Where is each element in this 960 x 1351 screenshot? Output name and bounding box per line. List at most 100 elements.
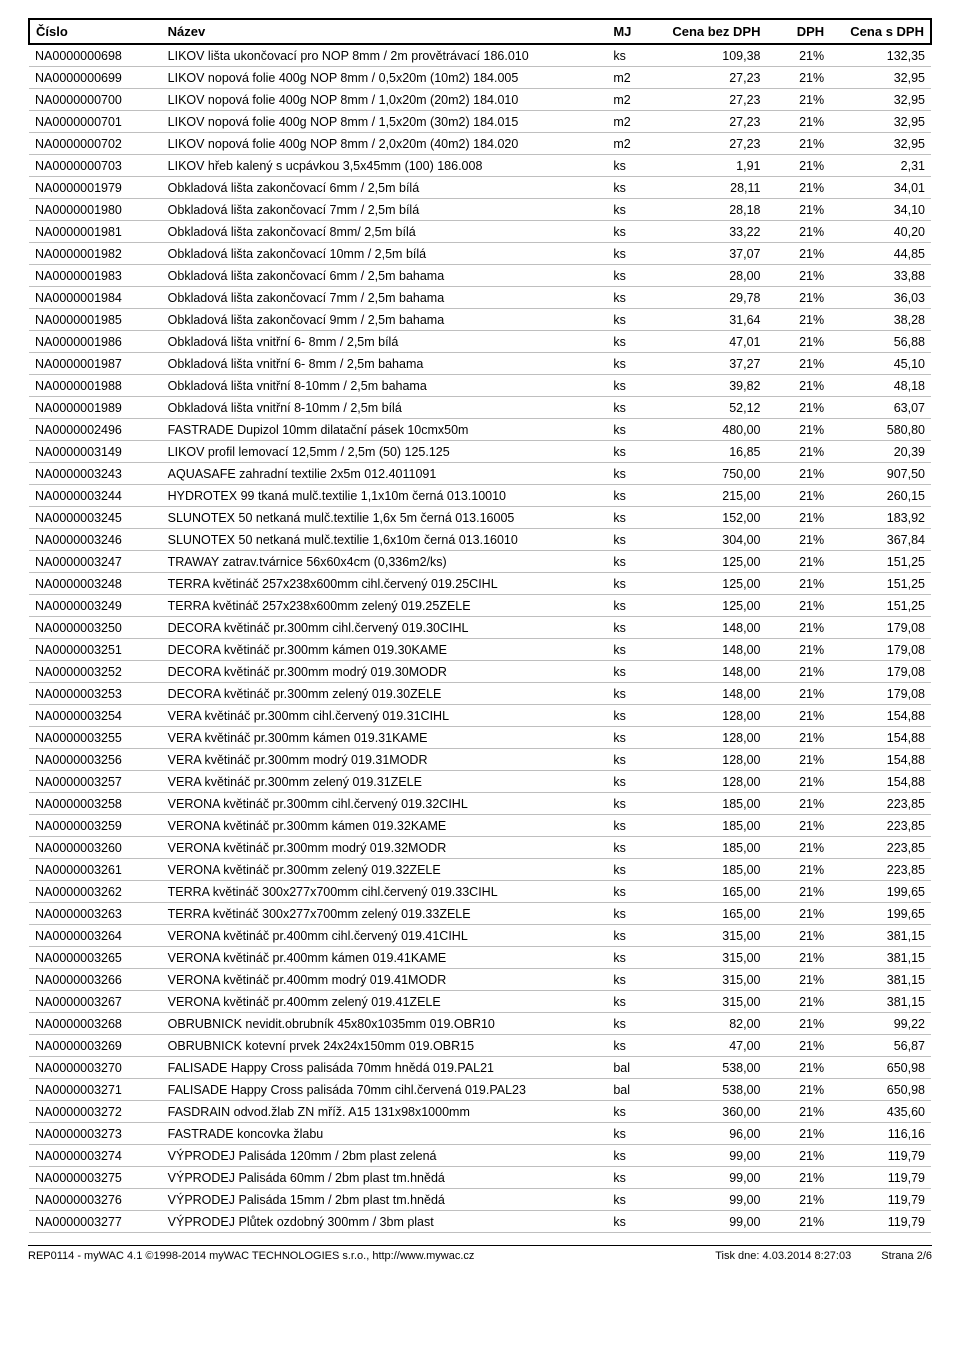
cell-sdph: 381,15 — [830, 947, 931, 969]
cell-cislo: NA0000000703 — [29, 155, 162, 177]
cell-nazev: SLUNOTEX 50 netkaná mulč.textilie 1,6x10… — [162, 529, 608, 551]
cell-dph: 21% — [766, 89, 830, 111]
cell-mj: ks — [607, 969, 649, 991]
cell-cislo: NA0000003246 — [29, 529, 162, 551]
table-row: NA0000000703LIKOV hřeb kalený s ucpávkou… — [29, 155, 931, 177]
cell-nazev: VERA květináč pr.300mm cihl.červený 019.… — [162, 705, 608, 727]
cell-cislo: NA0000003252 — [29, 661, 162, 683]
cell-mj: ks — [607, 595, 649, 617]
cell-bez: 109,38 — [650, 44, 767, 67]
cell-bez: 28,00 — [650, 265, 767, 287]
cell-dph: 21% — [766, 243, 830, 265]
cell-bez: 165,00 — [650, 903, 767, 925]
cell-mj: ks — [607, 705, 649, 727]
cell-cislo: NA0000003250 — [29, 617, 162, 639]
cell-mj: ks — [607, 1145, 649, 1167]
table-row: NA0000003245SLUNOTEX 50 netkaná mulč.tex… — [29, 507, 931, 529]
cell-nazev: VERONA květináč pr.300mm modrý 019.32MOD… — [162, 837, 608, 859]
cell-dph: 21% — [766, 199, 830, 221]
cell-bez: 480,00 — [650, 419, 767, 441]
table-row: NA0000003252DECORA květináč pr.300mm mod… — [29, 661, 931, 683]
table-row: NA0000002496FASTRADE Dupizol 10mm dilata… — [29, 419, 931, 441]
cell-cislo: NA0000001980 — [29, 199, 162, 221]
cell-sdph: 223,85 — [830, 815, 931, 837]
cell-nazev: TERRA květináč 300x277x700mm cihl.červen… — [162, 881, 608, 903]
cell-bez: 128,00 — [650, 727, 767, 749]
table-row: NA0000003251DECORA květináč pr.300mm kám… — [29, 639, 931, 661]
cell-dph: 21% — [766, 441, 830, 463]
table-row: NA0000003276VÝPRODEJ Palisáda 15mm / 2bm… — [29, 1189, 931, 1211]
cell-mj: ks — [607, 331, 649, 353]
cell-mj: ks — [607, 1035, 649, 1057]
cell-nazev: FASDRAIN odvod.žlab ZN mříž. A15 131x98x… — [162, 1101, 608, 1123]
cell-nazev: Obkladová lišta zakončovací 7mm / 2,5m b… — [162, 199, 608, 221]
cell-bez: 128,00 — [650, 705, 767, 727]
cell-dph: 21% — [766, 111, 830, 133]
cell-nazev: SLUNOTEX 50 netkaná mulč.textilie 1,6x 5… — [162, 507, 608, 529]
cell-nazev: Obkladová lišta vnitřní 8-10mm / 2,5m ba… — [162, 375, 608, 397]
cell-sdph: 179,08 — [830, 683, 931, 705]
cell-nazev: Obkladová lišta zakončovací 10mm / 2,5m … — [162, 243, 608, 265]
cell-nazev: VERA květináč pr.300mm kámen 019.31KAME — [162, 727, 608, 749]
cell-dph: 21% — [766, 507, 830, 529]
table-row: NA0000003275VÝPRODEJ Palisáda 60mm / 2bm… — [29, 1167, 931, 1189]
cell-nazev: FASTRADE Dupizol 10mm dilatační pásek 10… — [162, 419, 608, 441]
cell-sdph: 179,08 — [830, 617, 931, 639]
cell-mj: ks — [607, 771, 649, 793]
cell-dph: 21% — [766, 419, 830, 441]
cell-cislo: NA0000001989 — [29, 397, 162, 419]
cell-sdph: 199,65 — [830, 881, 931, 903]
cell-bez: 185,00 — [650, 815, 767, 837]
cell-mj: ks — [607, 265, 649, 287]
cell-bez: 82,00 — [650, 1013, 767, 1035]
cell-mj: ks — [607, 419, 649, 441]
cell-sdph: 154,88 — [830, 727, 931, 749]
cell-bez: 304,00 — [650, 529, 767, 551]
cell-sdph: 154,88 — [830, 771, 931, 793]
cell-sdph: 99,22 — [830, 1013, 931, 1035]
cell-dph: 21% — [766, 551, 830, 573]
cell-mj: ks — [607, 44, 649, 67]
cell-cislo: NA0000003270 — [29, 1057, 162, 1079]
cell-dph: 21% — [766, 1101, 830, 1123]
table-row: NA0000001981Obkladová lišta zakončovací … — [29, 221, 931, 243]
table-row: NA0000000700LIKOV nopová folie 400g NOP … — [29, 89, 931, 111]
cell-cislo: NA0000003277 — [29, 1211, 162, 1233]
cell-bez: 750,00 — [650, 463, 767, 485]
cell-bez: 47,01 — [650, 331, 767, 353]
cell-sdph: 20,39 — [830, 441, 931, 463]
table-row: NA0000003257VERA květináč pr.300mm zelen… — [29, 771, 931, 793]
cell-nazev: Obkladová lišta zakončovací 6mm / 2,5m b… — [162, 265, 608, 287]
cell-nazev: LIKOV nopová folie 400g NOP 8mm / 1,0x20… — [162, 89, 608, 111]
cell-sdph: 199,65 — [830, 903, 931, 925]
cell-nazev: LIKOV hřeb kalený s ucpávkou 3,5x45mm (1… — [162, 155, 608, 177]
cell-dph: 21% — [766, 705, 830, 727]
cell-mj: ks — [607, 859, 649, 881]
cell-mj: ks — [607, 1123, 649, 1145]
cell-dph: 21% — [766, 573, 830, 595]
cell-mj: ks — [607, 815, 649, 837]
cell-bez: 31,64 — [650, 309, 767, 331]
cell-sdph: 907,50 — [830, 463, 931, 485]
table-row: NA0000001980Obkladová lišta zakončovací … — [29, 199, 931, 221]
cell-bez: 27,23 — [650, 111, 767, 133]
cell-dph: 21% — [766, 837, 830, 859]
table-row: NA0000001983Obkladová lišta zakončovací … — [29, 265, 931, 287]
cell-nazev: VÝPRODEJ Palisáda 120mm / 2bm plast zele… — [162, 1145, 608, 1167]
cell-dph: 21% — [766, 1079, 830, 1101]
cell-bez: 165,00 — [650, 881, 767, 903]
table-row: NA0000003248TERRA květináč 257x238x600mm… — [29, 573, 931, 595]
cell-cislo: NA0000001984 — [29, 287, 162, 309]
cell-mj: ks — [607, 199, 649, 221]
cell-nazev: Obkladová lišta vnitřní 6- 8mm / 2,5m bí… — [162, 331, 608, 353]
table-row: NA0000000698LIKOV lišta ukončovací pro N… — [29, 44, 931, 67]
cell-nazev: DECORA květináč pr.300mm kámen 019.30KAM… — [162, 639, 608, 661]
cell-bez: 538,00 — [650, 1057, 767, 1079]
cell-sdph: 154,88 — [830, 705, 931, 727]
cell-mj: m2 — [607, 111, 649, 133]
cell-bez: 148,00 — [650, 617, 767, 639]
cell-nazev: VERONA květináč pr.300mm zelený 019.32ZE… — [162, 859, 608, 881]
cell-dph: 21% — [766, 1123, 830, 1145]
cell-mj: ks — [607, 375, 649, 397]
cell-cislo: NA0000003268 — [29, 1013, 162, 1035]
